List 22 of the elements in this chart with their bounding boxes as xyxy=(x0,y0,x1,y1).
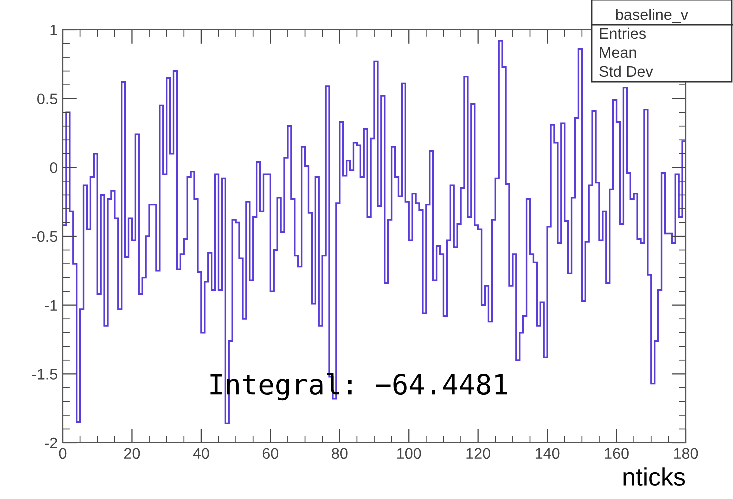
y-tick-label: -2 xyxy=(45,438,58,449)
y-tick-label: -0.5 xyxy=(32,231,58,242)
y-tick-label: -1.5 xyxy=(32,369,58,380)
annotation: Mean xyxy=(600,47,636,58)
x-tick-label: 0 xyxy=(59,448,67,460)
y-tick-label: 0 xyxy=(50,162,58,174)
text: baseline_v xyxy=(616,9,688,24)
y-tick-label: 1 xyxy=(50,25,58,36)
y-tick-label: 0.5 xyxy=(38,94,58,105)
x-axis-title: nticks xyxy=(624,468,686,486)
y-tick-label: -1 xyxy=(45,300,58,311)
x-tick-label: 160 xyxy=(605,448,629,460)
x-tick-label: 80 xyxy=(332,448,348,460)
x-tick-label: 40 xyxy=(193,448,210,460)
x-tick-label: 100 xyxy=(398,448,422,460)
annotation: Entries xyxy=(600,28,646,40)
x-tick-label: 60 xyxy=(262,448,279,460)
x-tick-label: 180 xyxy=(674,448,698,460)
x-tick-label: 120 xyxy=(466,448,490,460)
x-tick-label: 20 xyxy=(124,448,140,460)
annotation: Std Dev xyxy=(600,66,654,78)
x-tick-label: 140 xyxy=(536,448,560,460)
